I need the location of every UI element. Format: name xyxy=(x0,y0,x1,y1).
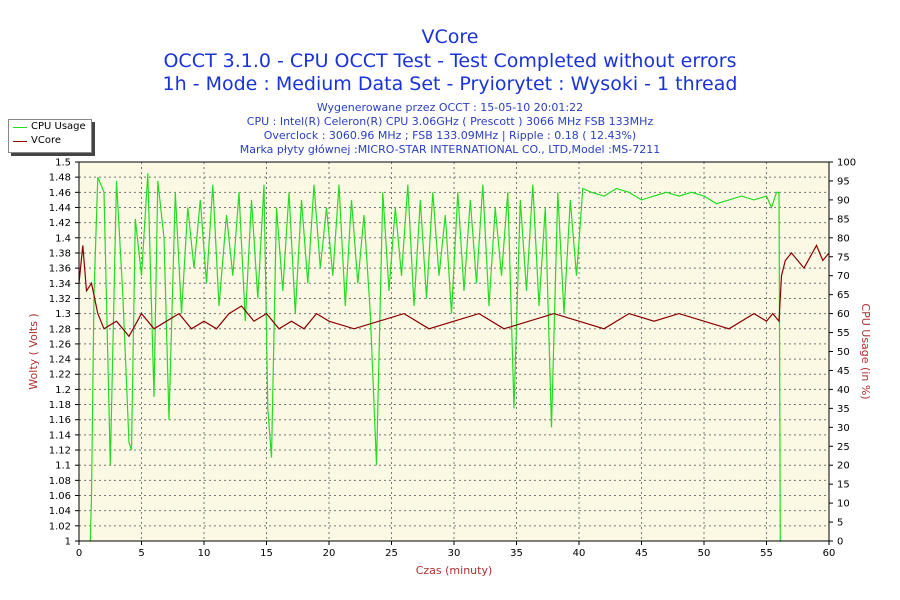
x-tick-label: 40 xyxy=(573,548,586,559)
y-left-tick-label: 1 xyxy=(65,537,71,548)
y-right-tick-label: 45 xyxy=(837,366,850,377)
y-right-tick-label: 55 xyxy=(837,328,850,339)
y-left-tick-label: 1.02 xyxy=(49,521,71,532)
grid-lines xyxy=(79,162,829,541)
y-left-tick-label: 1.38 xyxy=(49,248,71,259)
y-right-tick-label: 100 xyxy=(837,158,856,169)
y-right-tick-label: 35 xyxy=(837,404,850,415)
legend-item-cpu-usage: CPU Usage xyxy=(9,120,91,134)
y-left-tick-label: 1.22 xyxy=(49,370,71,381)
y-right-tick-label: 20 xyxy=(837,461,850,472)
y-left-tick-label: 1.24 xyxy=(49,355,71,366)
chart-title: VCore xyxy=(421,26,479,48)
info-motherboard: Marka płyty głównej :MICRO-STAR INTERNAT… xyxy=(239,143,661,156)
y-right-tick-label: 70 xyxy=(837,271,850,282)
y-left-tick-label: 1.14 xyxy=(49,430,71,441)
y-right-tick-label: 90 xyxy=(837,195,850,206)
y-right-tick-label: 75 xyxy=(837,252,850,263)
y-left-tick-label: 1.18 xyxy=(49,400,71,411)
y-right-tick-label: 80 xyxy=(837,233,850,244)
y-left-tick-label: 1.34 xyxy=(49,279,71,290)
legend-label-cpu-usage: CPU Usage xyxy=(31,121,86,132)
legend: CPU Usage VCore xyxy=(8,119,92,153)
y-axis-label-right: CPU Usage (in %) xyxy=(859,303,872,399)
info-overclock: Overclock : 3060.96 MHz ; FSB 133.09MHz … xyxy=(263,129,637,142)
y-left-tick-label: 1.28 xyxy=(49,324,71,335)
y-left-tick-label: 1.32 xyxy=(49,294,71,305)
x-tick-label: 55 xyxy=(760,548,773,559)
x-tick-label: 20 xyxy=(323,548,336,559)
y-left-tick-label: 1.4 xyxy=(55,233,71,244)
x-tick-label: 30 xyxy=(448,548,461,559)
info-cpu: CPU : Intel(R) Celeron(R) CPU 3.06GHz ( … xyxy=(246,115,654,128)
y-right-tick-label: 65 xyxy=(837,290,850,301)
y-left-tick-label: 1.12 xyxy=(49,446,71,457)
x-tick-label: 15 xyxy=(260,548,273,559)
y-right-tick-label: 5 xyxy=(837,518,843,529)
x-tick-label: 45 xyxy=(635,548,648,559)
x-tick-label: 35 xyxy=(510,548,523,559)
info-generated: Wygenerowane przez OCCT : 15-05-10 20:01… xyxy=(316,101,584,114)
y-right-tick-label: 15 xyxy=(837,480,850,491)
x-tick-label: 50 xyxy=(698,548,711,559)
y-right-tick-label: 60 xyxy=(837,309,850,320)
x-tick-label: 5 xyxy=(138,548,144,559)
y-left-tick-label: 1.06 xyxy=(49,491,71,502)
y-right-tick-label: 40 xyxy=(837,385,850,396)
series-layer xyxy=(78,173,830,542)
x-tick-label: 25 xyxy=(385,548,398,559)
y-right-tick-label: 85 xyxy=(837,214,850,225)
y-left-tick-label: 1.48 xyxy=(49,173,71,184)
y-left-tick-label: 1.3 xyxy=(55,309,71,320)
y-left-tick-label: 1.08 xyxy=(49,476,71,487)
series-line-cpu-usage xyxy=(89,173,782,542)
chart-subtitle-mode: 1h - Mode : Medium Data Set - Pryiorytet… xyxy=(162,73,738,95)
y-right-tick-label: 10 xyxy=(837,499,850,510)
legend-swatch-vcore xyxy=(13,141,27,142)
series-line-vcore xyxy=(78,244,830,338)
y-right-tick-label: 30 xyxy=(837,423,850,434)
chart-subtitle-test: OCCT 3.1.0 - CPU OCCT Test - Test Comple… xyxy=(163,50,737,72)
y-right-tick-label: 50 xyxy=(837,347,850,358)
y-left-tick-label: 1.5 xyxy=(55,158,71,169)
legend-swatch-cpu-usage xyxy=(13,127,27,128)
legend-item-vcore: VCore xyxy=(9,134,91,148)
y-left-tick-label: 1.46 xyxy=(49,188,71,199)
y-left-tick-label: 1.42 xyxy=(49,218,71,229)
y-right-tick-label: 25 xyxy=(837,442,850,453)
legend-label-vcore: VCore xyxy=(31,135,61,146)
y-left-tick-label: 1.44 xyxy=(49,203,71,214)
y-left-tick-label: 1.16 xyxy=(49,415,71,426)
y-left-tick-label: 1.2 xyxy=(55,385,71,396)
y-right-tick-label: 95 xyxy=(837,176,850,187)
y-left-tick-label: 1.36 xyxy=(49,264,71,275)
x-tick-label: 10 xyxy=(198,548,211,559)
y-left-tick-label: 1.04 xyxy=(49,506,71,517)
x-tick-label: 60 xyxy=(823,548,836,559)
y-left-tick-label: 1.26 xyxy=(49,339,71,350)
y-left-tick-label: 1.1 xyxy=(55,461,71,472)
x-axis-label: Czas (minuty) xyxy=(416,564,493,577)
y-axis-label-left: Wolty ( Volts ) xyxy=(27,313,40,389)
x-tick-label: 0 xyxy=(76,548,82,559)
axis-ticks: 0 5 10 15 20 25 30 35 40 45 50 55 6011.021.041.061.0… xyxy=(49,158,856,560)
y-right-tick-label: 0 xyxy=(837,537,843,548)
plot-border xyxy=(78,161,830,542)
